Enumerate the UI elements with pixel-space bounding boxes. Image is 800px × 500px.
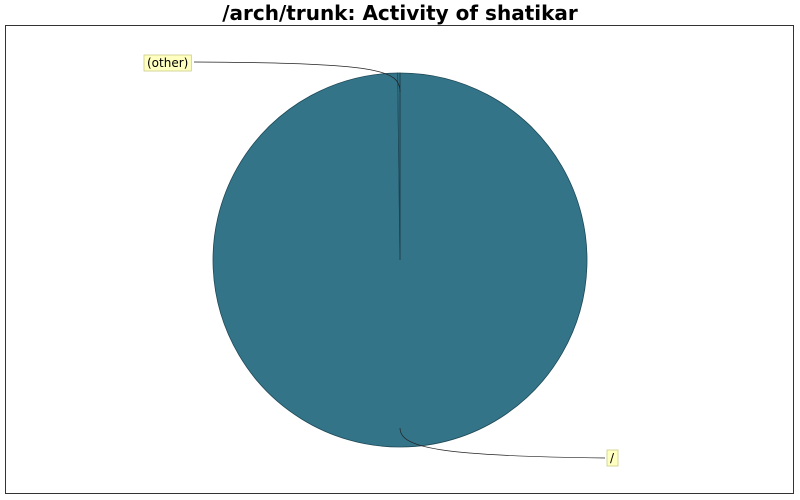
slice-label-box-1 <box>143 54 192 72</box>
chart-title: /arch/trunk: Activity of shatikar <box>222 1 578 25</box>
pie-callouts: / (other) <box>143 54 619 467</box>
pie-slices <box>212 72 588 448</box>
callout-line-1 <box>193 61 401 93</box>
callout-line-0 <box>399 427 606 459</box>
slice-label-box-0 <box>606 449 619 467</box>
slice-label-1: (other) <box>147 56 188 70</box>
slice-label-0: / <box>610 451 615 465</box>
